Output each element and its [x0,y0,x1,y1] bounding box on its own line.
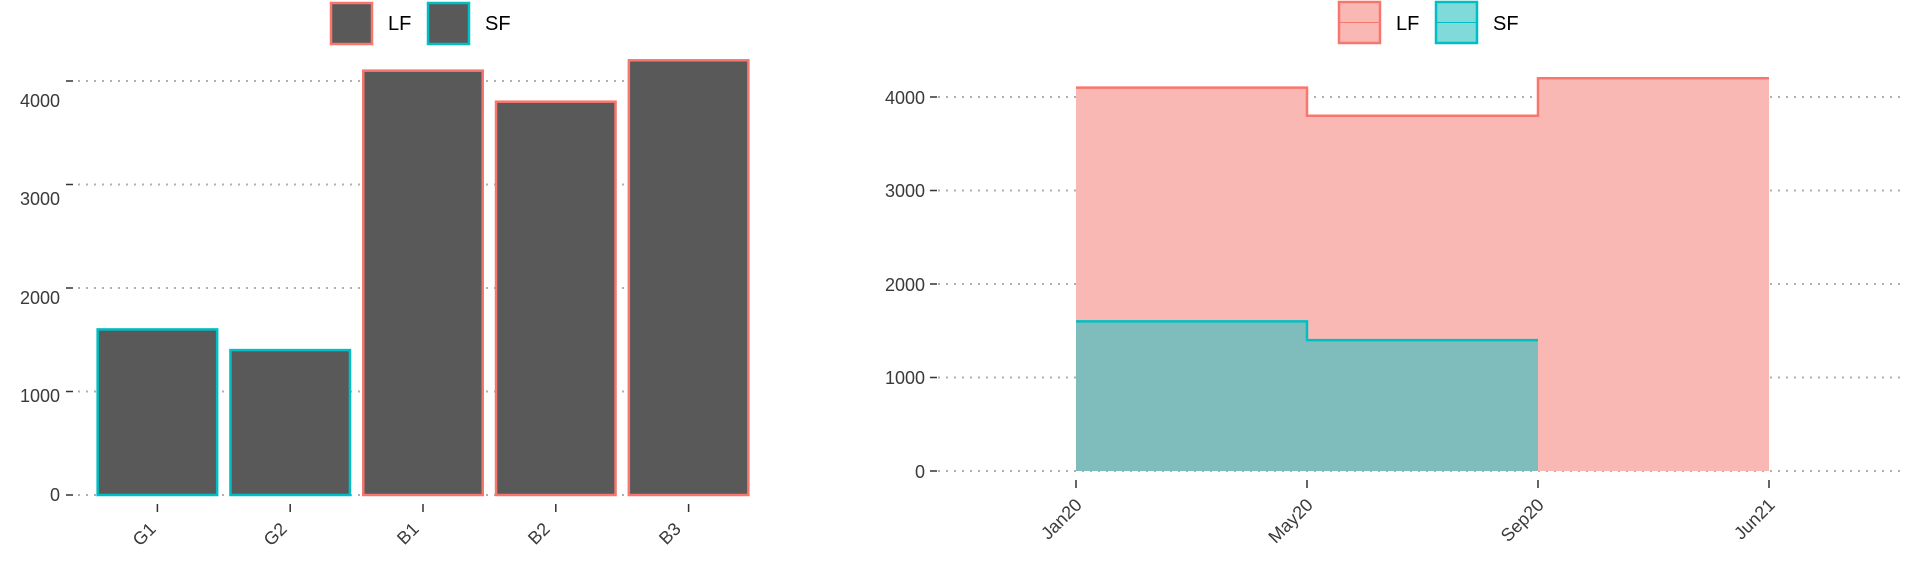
bar-B2 [494,100,617,497]
y-tick-label: 1000 [885,368,925,388]
legend-label-sf: SF [485,13,511,35]
x-tick-label: Sep20 [1497,495,1548,546]
y-tick-label: 0 [50,485,60,505]
x-tick-label: G1 [129,519,160,550]
area-sf [1076,321,1538,471]
x-tick-label: Jan20 [1037,495,1086,544]
line-lf [1076,77,1769,117]
bar-G1 [96,328,219,497]
y-tick-label: 4000 [20,91,60,111]
legend-label-lf: LF [388,13,411,35]
y-tick-label: 2000 [20,288,60,308]
area-marks [1075,77,1770,488]
area-chart: LF SF 0 1000 2000 3000 4000 Jan20 May20 … [885,0,1905,547]
bar-G2 [229,348,352,497]
x-tick-label: May20 [1264,495,1316,547]
bar-B3 [627,59,750,497]
area-legend: LF SF [1337,0,1519,45]
bar-B1 [361,69,485,497]
y-tick-label: 2000 [885,275,925,295]
x-tick-label: B3 [655,519,685,549]
legend-label-lf: LF [1396,13,1419,35]
legend-key-sf [426,1,471,46]
y-tick-label: 3000 [20,189,60,209]
line-sf [1076,320,1538,342]
y-tick-label: 0 [915,462,925,482]
bar-chart: LF SF 0 1000 2000 3000 4000 G1 G2 B1 B2 … [20,1,750,550]
x-tick-label: G2 [260,519,291,550]
x-tick-label: B1 [393,519,423,549]
x-tick-label: B2 [524,519,554,549]
area-y-axis: 0 1000 2000 3000 4000 [885,88,925,482]
y-tick-label: 1000 [20,386,60,406]
legend-key-lf [329,1,374,46]
area-x-axis: Jan20 May20 Sep20 Jun21 [1037,495,1779,547]
bar-marks [96,59,750,512]
bar-x-axis: G1 G2 B1 B2 B3 [129,519,685,550]
x-tick-label: Jun21 [1730,495,1779,544]
legend-label-sf: SF [1493,13,1519,35]
bar-legend: LF SF [329,1,511,46]
y-tick-label: 3000 [885,181,925,201]
bar-y-axis: 0 1000 2000 3000 4000 [20,91,60,505]
y-tick-label: 4000 [885,88,925,108]
